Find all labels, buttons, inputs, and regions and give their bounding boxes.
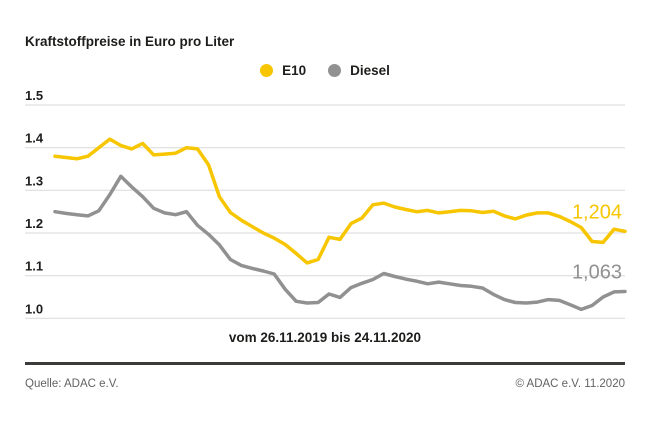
y-axis-tick-label: 1.3 — [25, 173, 43, 188]
chart-title: Kraftstoffpreise in Euro pro Liter — [25, 34, 235, 49]
e10-value-label: 1,204 — [572, 201, 622, 223]
legend-dot-icon — [328, 64, 342, 77]
y-axis-tick-label: 1.4 — [25, 131, 44, 146]
legend-item-e10: E10 — [260, 63, 306, 78]
y-axis-tick-label: 1.2 — [25, 216, 43, 231]
legend-label-e10: E10 — [282, 63, 307, 78]
x-axis-caption: vom 26.11.2019 bis 24.11.2020 — [228, 330, 422, 345]
legend-item-diesel: Diesel — [328, 63, 390, 78]
diesel-line — [53, 174, 627, 312]
e10-line — [53, 137, 627, 265]
legend-label-diesel: Diesel — [350, 63, 390, 78]
diesel-value-label: 1,063 — [572, 262, 622, 284]
copyright-text: © ADAC e.V. 11.2020 — [515, 378, 626, 390]
chart-legend: E10 Diesel — [0, 63, 650, 78]
footer-divider — [25, 362, 625, 365]
footer: Quelle: ADAC e.V. © ADAC e.V. 11.2020 — [25, 378, 625, 390]
source-text: Quelle: ADAC e.V. — [25, 378, 119, 390]
line-chart: 1.5 1.4 1.3 1.2 1.1 1.0 1,204 1,063 — [25, 88, 627, 319]
y-axis-tick-label: 1.0 — [25, 301, 43, 316]
y-axis-tick-label: 1.1 — [25, 259, 43, 274]
legend-dot-icon — [260, 64, 274, 77]
y-axis-tick-label: 1.5 — [25, 88, 43, 103]
